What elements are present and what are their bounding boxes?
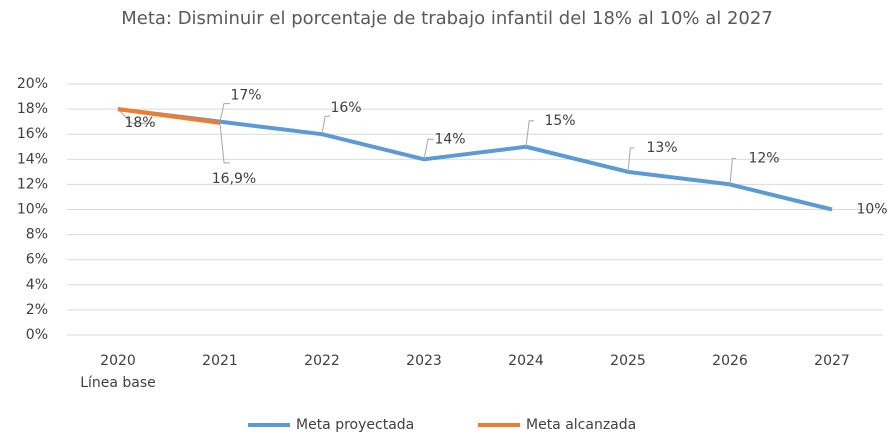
x-tick-label: 2023 <box>406 353 442 369</box>
data-label: 16,9% <box>212 171 256 187</box>
y-tick-label: 18% <box>17 101 48 117</box>
leader-line <box>219 122 230 164</box>
x-tick-label: 2022 <box>304 353 340 369</box>
legend-label: Meta alcanzada <box>526 417 636 433</box>
x-tick-label: 2026 <box>712 353 748 369</box>
y-tick-label: 14% <box>17 151 48 167</box>
data-label: 18% <box>124 115 155 131</box>
data-label: 16% <box>330 100 361 116</box>
leader-line <box>219 103 230 122</box>
y-tick-label: 12% <box>17 176 48 192</box>
y-tick-label: 6% <box>26 252 48 268</box>
y-tick-label: 4% <box>26 277 48 293</box>
series-line <box>117 107 221 125</box>
leader-line <box>117 108 152 124</box>
y-tick-label: 20% <box>17 76 48 92</box>
legend-label: Meta proyectada <box>296 417 414 433</box>
y-tick-label: 16% <box>17 126 48 142</box>
x-tick-label: 2025 <box>610 353 646 369</box>
chart-title: Meta: Disminuir el porcentaje de trabajo… <box>121 8 773 29</box>
data-label: 14% <box>434 131 465 147</box>
data-label: 12% <box>748 150 779 166</box>
leader-line <box>627 147 634 172</box>
y-tick-label: 10% <box>17 202 48 218</box>
data-label: 15% <box>544 113 575 129</box>
y-tick-label: 0% <box>26 327 48 343</box>
series-line <box>117 107 833 212</box>
y-tick-label: 8% <box>26 227 48 243</box>
data-label: 17% <box>230 88 261 104</box>
baseline-label: Línea base <box>80 375 156 391</box>
x-tick-label: 2021 <box>202 353 238 369</box>
data-label: 13% <box>646 140 677 156</box>
leader-line <box>525 120 534 147</box>
leader-line <box>321 115 330 135</box>
x-tick-label: 2020 <box>100 353 136 369</box>
data-label: 10% <box>856 202 887 218</box>
leader-line <box>423 138 434 160</box>
leader-line <box>729 157 736 185</box>
x-tick-label: 2024 <box>508 353 544 369</box>
x-tick-label: 2027 <box>814 353 850 369</box>
y-tick-label: 2% <box>26 302 48 318</box>
